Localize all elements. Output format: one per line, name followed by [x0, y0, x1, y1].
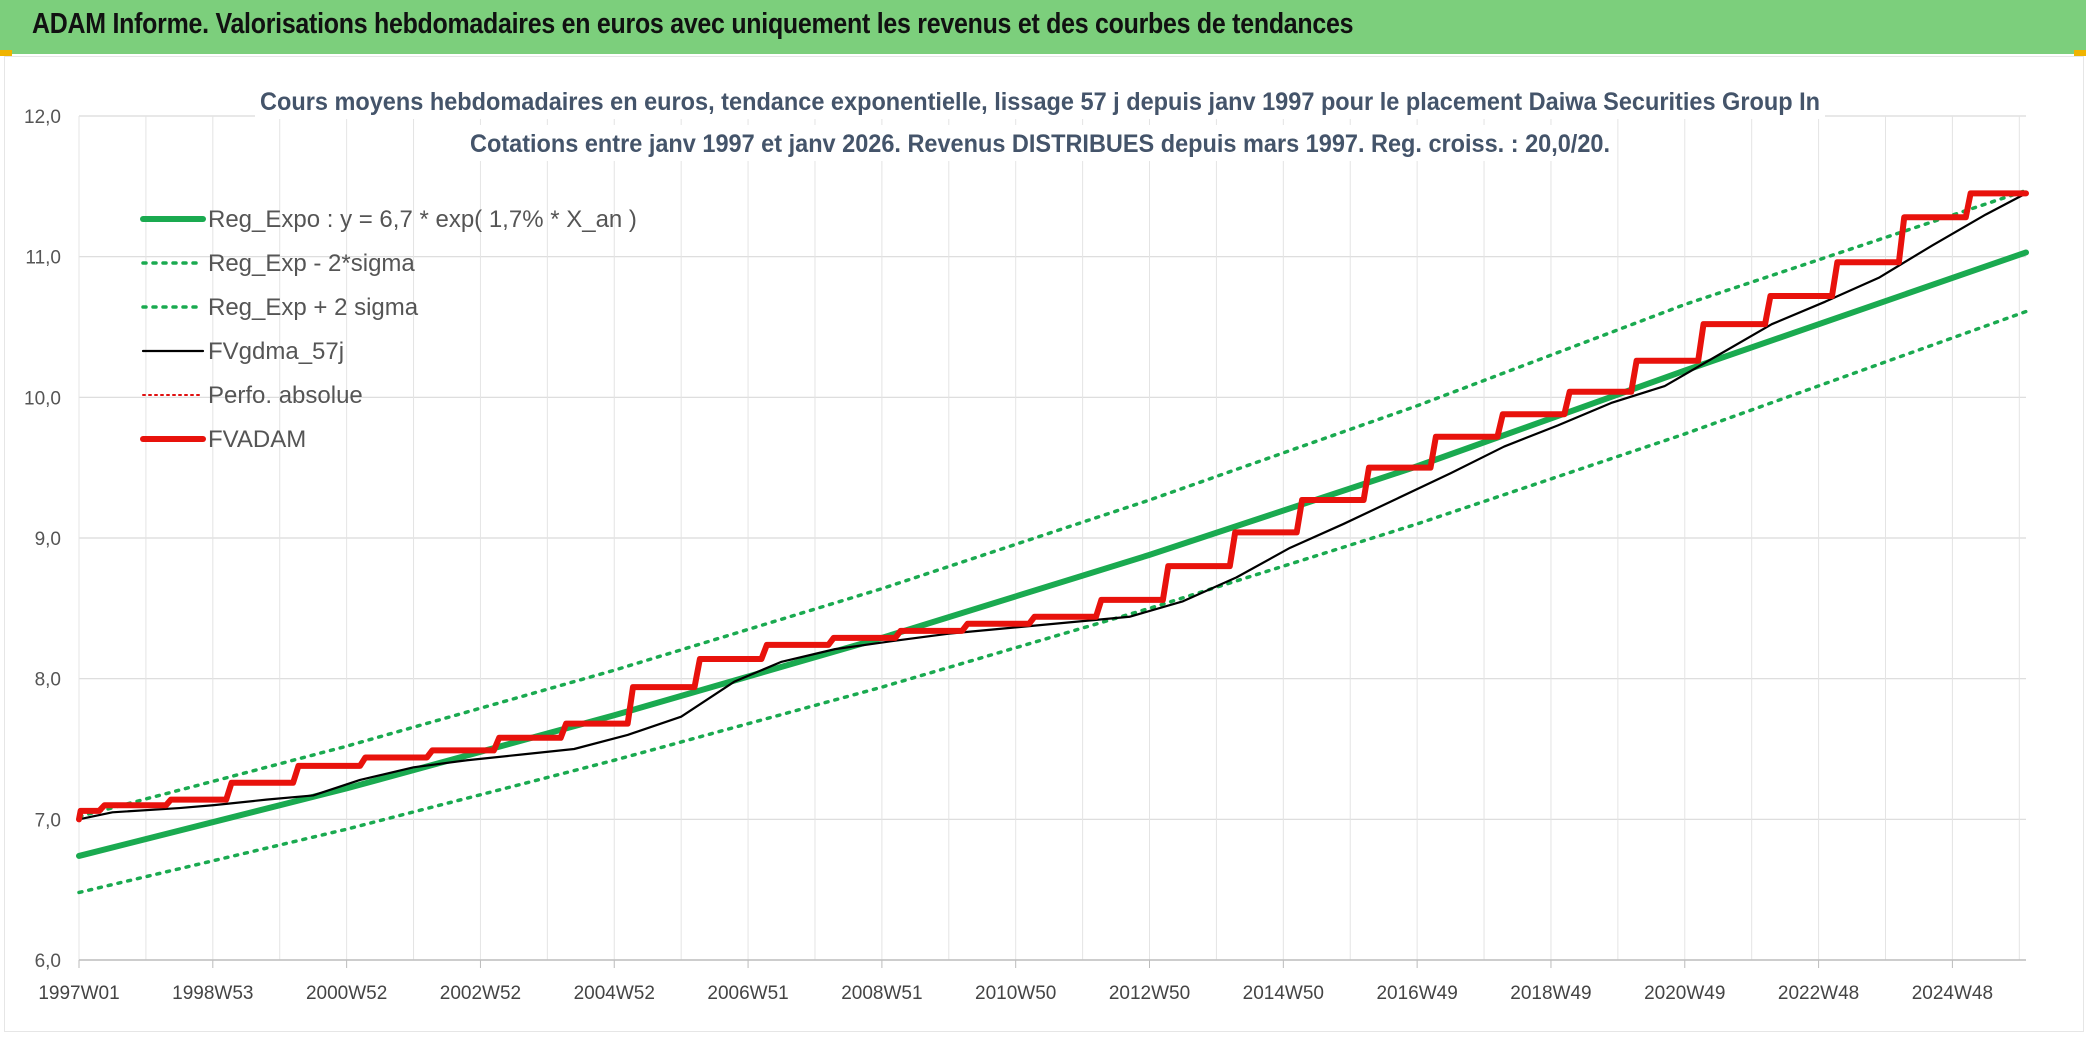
x-tick-label: 2010W50	[975, 983, 1056, 1004]
x-tick-label: 2002W52	[440, 983, 521, 1004]
y-tick-label: 6,0	[35, 951, 61, 972]
series-line-regexpo	[76, 249, 2029, 859]
x-tick-label: 2012W50	[1109, 983, 1190, 1004]
x-tick-label: 2016W49	[1376, 983, 1457, 1004]
x-tick-label: 2018W49	[1510, 983, 1591, 1004]
series-line-regexp	[77, 188, 2028, 819]
legend-label: Reg_Exp + 2 sigma	[208, 294, 419, 321]
x-tick-label: 2006W51	[707, 983, 788, 1004]
series-line-regexp	[77, 309, 2028, 895]
x-tick-label: 1998W53	[172, 983, 253, 1004]
chart-title-line2: Cotations entre janv 1997 et janv 2026. …	[470, 130, 1610, 158]
title-bg	[465, 125, 1615, 161]
report-title: ADAM Informe. Valorisations hebdomadaire…	[32, 8, 1354, 40]
report-banner: ADAM Informe. Valorisations hebdomadaire…	[0, 0, 2086, 54]
y-tick-label: 8,0	[35, 670, 61, 691]
x-tick-label: 1997W01	[38, 983, 119, 1004]
y-tick-label: 12,0	[24, 107, 61, 128]
legend-label: Reg_Exp - 2*sigma	[208, 250, 415, 277]
x-tick-label: 2004W52	[574, 983, 655, 1004]
title-bg	[255, 83, 1825, 119]
chart-title-line1: Cours moyens hebdomadaires en euros, ten…	[260, 88, 1820, 116]
x-tick-label: 2014W50	[1243, 983, 1324, 1004]
x-tick-label: 2000W52	[306, 983, 387, 1004]
corner-marker-right	[2074, 50, 2086, 56]
y-tick-label: 11,0	[25, 248, 61, 269]
legend-label: FVgdma_57j	[208, 338, 344, 365]
corner-marker-left	[0, 50, 12, 56]
legend-label: Perfo. absolue	[208, 382, 363, 409]
y-tick-label: 9,0	[35, 529, 61, 550]
x-tick-label: 2022W48	[1778, 983, 1859, 1004]
series-line-fvgdma57j	[77, 192, 2028, 821]
x-tick-label: 2024W48	[1912, 983, 1993, 1004]
x-tick-label: 2008W51	[841, 983, 922, 1004]
x-tick-label: 2020W49	[1644, 983, 1725, 1004]
y-tick-label: 7,0	[35, 810, 61, 831]
legend-label: Reg_Expo : y = 6,7 * exp( 1,7% * X_an )	[208, 206, 637, 233]
y-tick-label: 10,0	[24, 388, 61, 409]
series-line-fvadam	[76, 190, 2029, 823]
chart-frame	[4, 56, 2084, 1032]
legend-label: FVADAM	[208, 426, 306, 453]
